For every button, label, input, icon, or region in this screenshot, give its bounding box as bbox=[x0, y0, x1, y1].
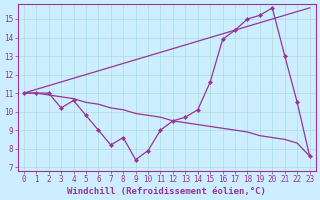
X-axis label: Windchill (Refroidissement éolien,°C): Windchill (Refroidissement éolien,°C) bbox=[67, 187, 266, 196]
